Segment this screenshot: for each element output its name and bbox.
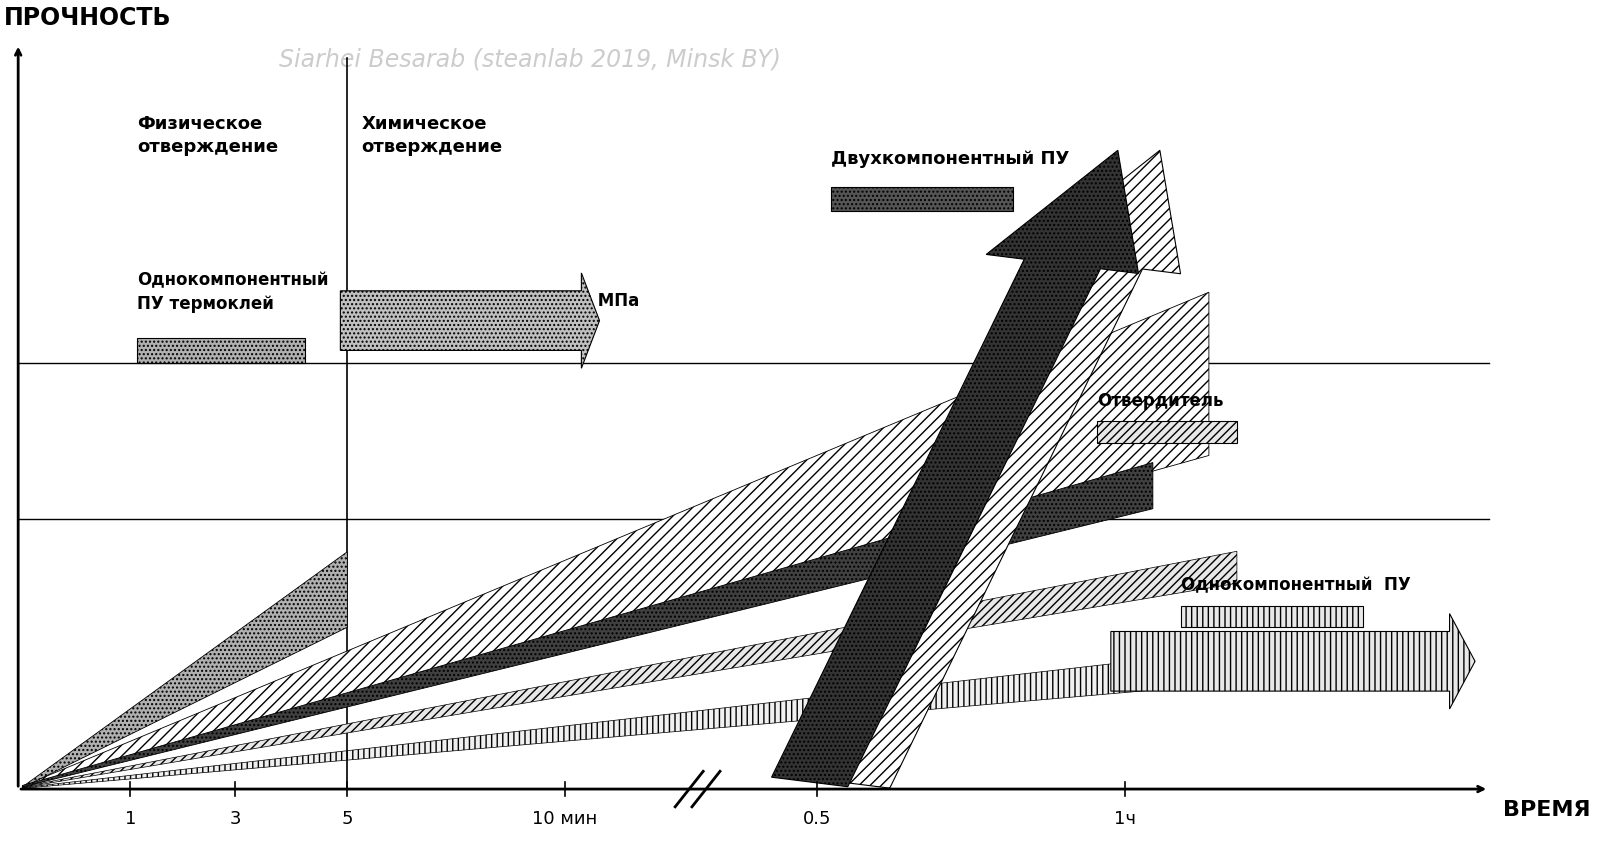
- Polygon shape: [341, 273, 600, 368]
- Text: 10 мин: 10 мин: [531, 810, 597, 829]
- Polygon shape: [813, 150, 1181, 788]
- Polygon shape: [22, 552, 347, 788]
- Text: 3: 3: [229, 810, 242, 829]
- Text: Физическое
отверждение: Физическое отверждение: [138, 115, 278, 156]
- Polygon shape: [771, 150, 1139, 787]
- Text: Двухкомпонентный ПУ: Двухкомпонентный ПУ: [830, 150, 1069, 168]
- Polygon shape: [1098, 422, 1237, 443]
- Text: Однокомпонентный  ПУ: Однокомпонентный ПУ: [1181, 576, 1411, 594]
- Polygon shape: [22, 462, 1154, 787]
- Polygon shape: [22, 640, 1322, 788]
- Polygon shape: [22, 552, 1237, 788]
- Text: 1ч: 1ч: [1114, 810, 1136, 829]
- Polygon shape: [1110, 614, 1475, 709]
- Polygon shape: [1181, 606, 1363, 627]
- Polygon shape: [138, 338, 306, 363]
- Text: 5: 5: [342, 810, 354, 829]
- Text: Отвердитель: Отвердитель: [1098, 392, 1224, 410]
- Polygon shape: [22, 292, 1210, 787]
- Text: отпускная прочность 0,3 МПа: отпускная прочность 0,3 МПа: [354, 292, 640, 310]
- Text: 0.5: 0.5: [803, 810, 830, 829]
- Text: Однокомпонентный
ПУ термоклей: Однокомпонентный ПУ термоклей: [138, 271, 328, 313]
- Text: Химическое
отверждение: Химическое отверждение: [362, 115, 502, 156]
- Polygon shape: [830, 187, 1013, 211]
- Text: Siarhei Besarab (steanlab 2019, Minsk BY): Siarhei Besarab (steanlab 2019, Minsk BY…: [278, 48, 781, 71]
- Text: 1: 1: [125, 810, 136, 829]
- Text: ВРЕМЯ: ВРЕМЯ: [1502, 801, 1590, 820]
- Text: ПРОЧНОСТЬ: ПРОЧНОСТЬ: [5, 6, 171, 30]
